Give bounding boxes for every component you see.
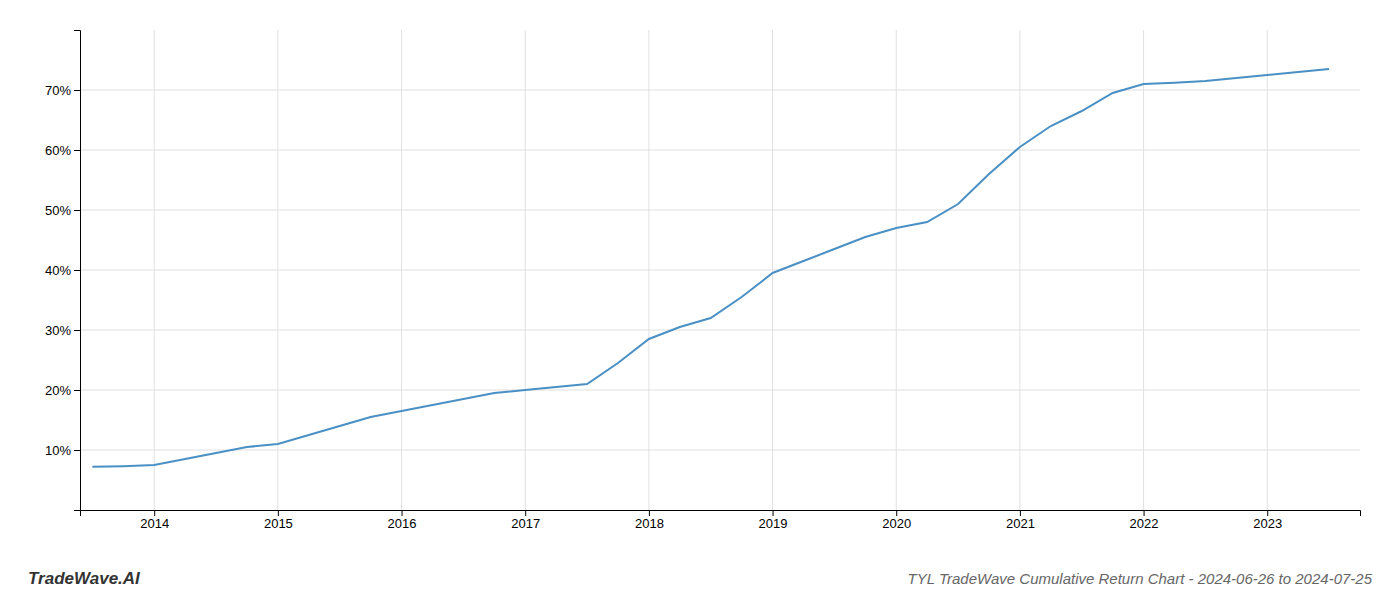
y-tick-label: 70% (45, 83, 71, 98)
y-tick-mark (74, 210, 80, 211)
chart: 2014 2015 2016 2017 2018 2019 2020 2021 2022 2023… (0, 0, 1400, 600)
x-tick: 2021 (1006, 510, 1035, 531)
x-tick-mark (402, 510, 403, 516)
x-tick-mark (649, 510, 650, 516)
x-tick-label: 2021 (1006, 516, 1035, 531)
grid (80, 30, 1360, 510)
x-tick-label: 2019 (759, 516, 788, 531)
x-axis-line (81, 511, 1361, 517)
y-tick-mark (74, 390, 80, 391)
x-tick-label: 2022 (1130, 516, 1159, 531)
y-axis-line (74, 31, 81, 511)
x-tick: 2016 (388, 510, 417, 531)
y-grid-line (80, 330, 1360, 331)
y-tick: 10% (45, 443, 80, 458)
line (92, 69, 1329, 467)
x-tick: 2019 (759, 510, 788, 531)
x-tick-label: 2020 (882, 516, 911, 531)
x-tick: 2023 (1253, 510, 1282, 531)
y-tick: 20% (45, 383, 80, 398)
x-tick: 2017 (511, 510, 540, 531)
y-tick: 70% (45, 83, 80, 98)
y-tick-mark (74, 90, 80, 91)
y-axis: 10% 20% 30% 40% 50% 60% 70% (45, 31, 81, 511)
x-tick: 2022 (1130, 510, 1159, 531)
x-tick-label: 2014 (140, 516, 169, 531)
y-grid-line (80, 450, 1360, 451)
y-grid-line (80, 210, 1360, 211)
plot-area: 2014 2015 2016 2017 2018 2019 2020 2021 2022 2023… (45, 30, 1361, 531)
x-tick: 2018 (635, 510, 664, 531)
y-grid-line (80, 270, 1360, 271)
y-tick: 50% (45, 203, 80, 218)
y-tick: 40% (45, 263, 80, 278)
y-tick-mark (74, 450, 80, 451)
y-tick-label: 30% (45, 323, 71, 338)
x-tick-mark (278, 510, 279, 516)
x-tick-mark (525, 510, 526, 516)
y-tick-label: 40% (45, 263, 71, 278)
x-tick-label: 2023 (1253, 516, 1282, 531)
x-tick: 2015 (264, 510, 293, 531)
y-grid-line (80, 90, 1360, 91)
x-tick: 2020 (882, 510, 911, 531)
y-tick-mark (74, 150, 80, 151)
y-tick: 30% (45, 323, 80, 338)
x-tick-label: 2017 (511, 516, 540, 531)
marks (92, 69, 1329, 467)
x-axis: 2014 2015 2016 2017 2018 2019 2020 2021 2022 2023 (81, 510, 1361, 531)
x-tick-label: 2015 (264, 516, 293, 531)
y-tick-label: 60% (45, 143, 71, 158)
watermark: TradeWave.AI (28, 569, 141, 588)
y-tick-mark (74, 330, 80, 331)
x-tick-mark (1020, 510, 1021, 516)
title: TYL TradeWave Cumulative Return Chart - … (908, 570, 1373, 587)
y-tick-label: 20% (45, 383, 71, 398)
y-tick-label: 50% (45, 203, 71, 218)
y-tick: 60% (45, 143, 80, 158)
x-tick-mark (154, 510, 155, 516)
x-tick-mark (1267, 510, 1268, 516)
y-grid-line (80, 150, 1360, 151)
y-tick-mark (74, 270, 80, 271)
x-tick-mark (896, 510, 897, 516)
x-tick: 2014 (140, 510, 169, 531)
y-grid-line (80, 390, 1360, 391)
x-tick-label: 2018 (635, 516, 664, 531)
y-tick-label: 10% (45, 443, 71, 458)
x-tick-mark (1144, 510, 1145, 516)
x-tick-mark (773, 510, 774, 516)
x-tick-label: 2016 (388, 516, 417, 531)
